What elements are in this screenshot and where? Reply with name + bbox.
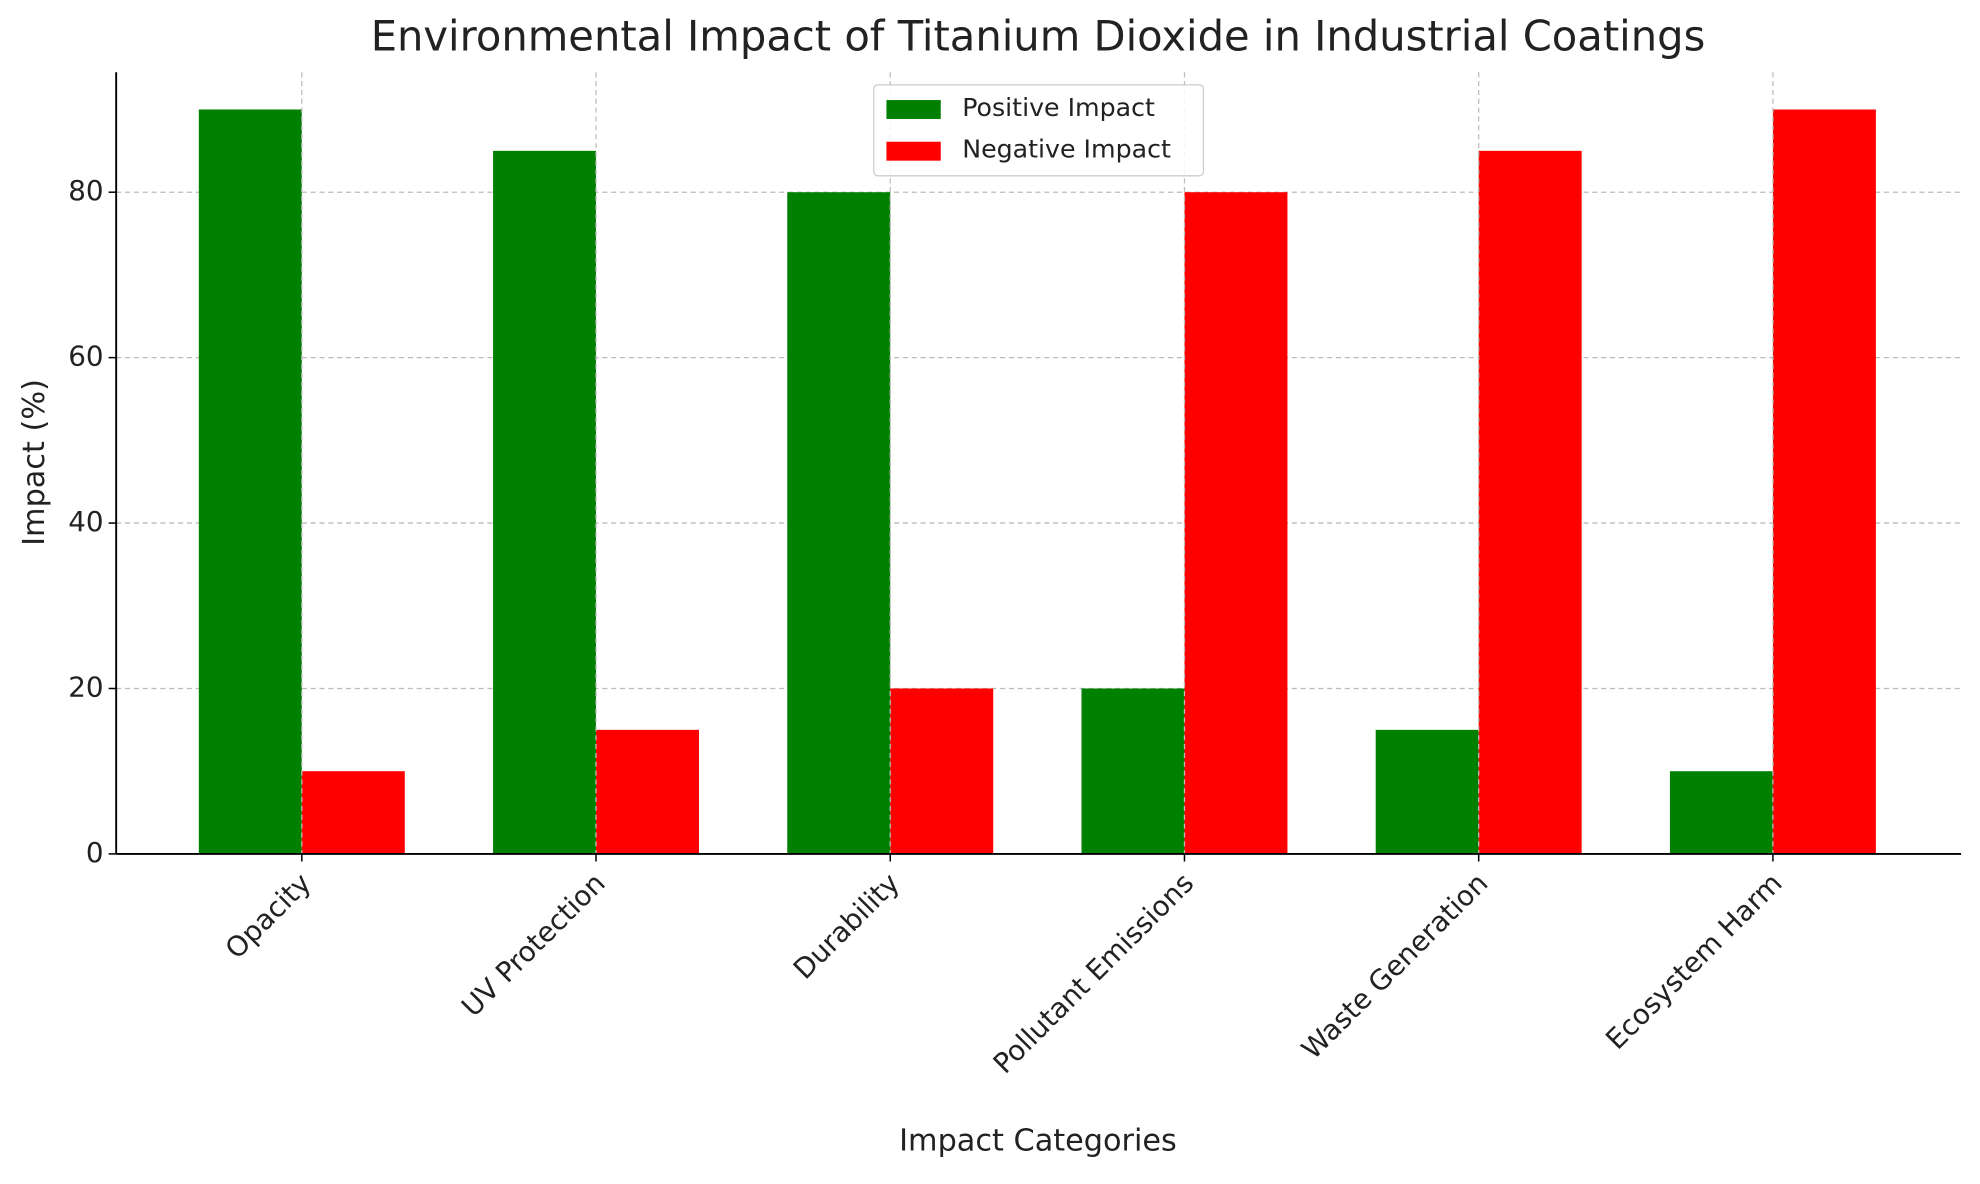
bar (493, 150, 597, 854)
bar (890, 688, 994, 854)
y-tick-label: 80 (68, 174, 103, 207)
y-tick-label: 40 (68, 505, 103, 538)
bar (1375, 729, 1479, 854)
bar (301, 771, 405, 854)
x-tick-label: Ecosystem Harm (1599, 866, 1788, 1055)
legend-label: Negative Impact (962, 135, 1171, 164)
x-tick-label: Durability (787, 866, 906, 985)
x-tick-label: Pollutant Emissions (987, 866, 1201, 1080)
legend-swatch (886, 141, 941, 161)
x-tick-label: Waste Generation (1295, 866, 1494, 1065)
y-tick-label: 20 (68, 670, 103, 703)
y-axis-label: Impact (%) (17, 379, 52, 546)
y-tick-label: 60 (68, 340, 103, 373)
legend-label: Positive Impact (962, 93, 1155, 122)
y-tick-label: 0 (86, 836, 104, 869)
bar (1478, 150, 1582, 854)
bar (787, 192, 891, 854)
bar (1669, 771, 1773, 854)
x-tick-label: UV Protection (455, 866, 612, 1023)
grid (116, 191, 1962, 855)
chart-title: Environmental Impact of Titanium Dioxide… (371, 11, 1706, 60)
bar (1772, 109, 1876, 854)
legend: Positive Impact Negative Impact (873, 84, 1205, 177)
x-axis-label: Impact Categories (899, 1123, 1177, 1158)
bar (198, 109, 302, 854)
bars (198, 109, 1876, 854)
bar (596, 729, 699, 854)
bar (1081, 688, 1185, 854)
legend-box (873, 84, 1205, 177)
bar (1184, 192, 1288, 854)
x-tick-label: Opacity (219, 866, 318, 965)
legend-swatch (886, 100, 941, 119)
